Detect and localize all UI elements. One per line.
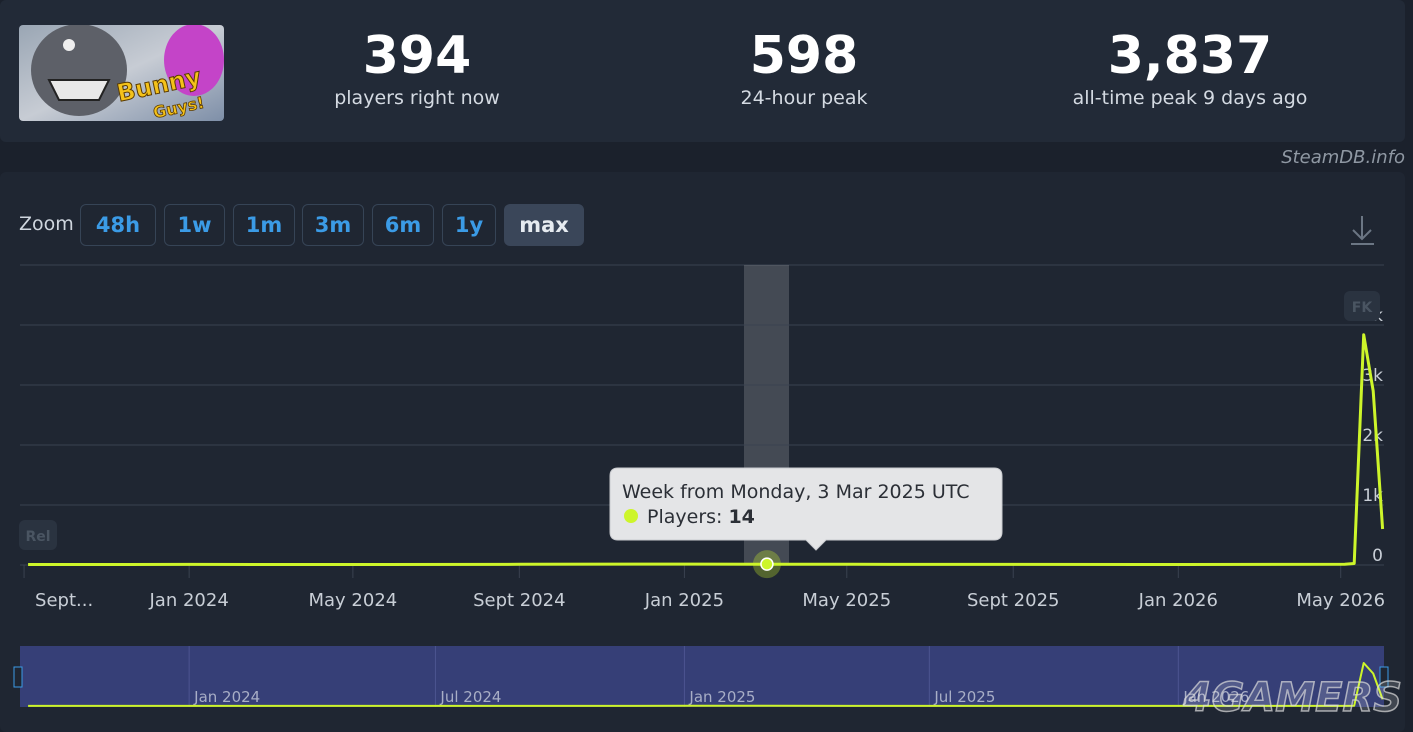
x-tick-label: Sept 2024: [473, 590, 566, 611]
zoom-button[interactable]: 1m: [233, 204, 295, 246]
source: SteamDB.info: [1281, 147, 1405, 168]
tooltip-label: Players:: [647, 506, 722, 528]
navigator-handle: [13, 666, 23, 688]
x-tick-label: May 2024: [309, 590, 398, 611]
y-tick-label: 3k: [1362, 366, 1383, 386]
x-tick-label: Jan 2024: [149, 590, 229, 611]
tooltip-title: Week from Monday, 3 Mar 2025 UTC: [622, 481, 970, 503]
tooltip-box: [609, 467, 1003, 551]
toolbar-chip: [19, 520, 57, 550]
stat: 394 players right now: [227, 26, 607, 110]
navigator-tick-label: Jan 2026: [1182, 688, 1249, 706]
stat-value: 394: [362, 26, 472, 86]
hover-point: [760, 557, 774, 571]
zoom-button[interactable]: 3m: [302, 204, 364, 246]
toolbar-chip-label: FK: [1352, 300, 1374, 316]
stat-value: 3,837: [1107, 26, 1273, 86]
toolbar-chip-label: Rel: [25, 529, 50, 545]
stat: 598 24-hour peak: [614, 26, 994, 110]
stat-label: players right now: [334, 87, 500, 109]
zoom-button[interactable]: 1w: [164, 204, 225, 246]
navigator-line: [28, 662, 1384, 707]
zoom-button[interactable]: 1y: [442, 204, 496, 246]
tooltip-row: Players: 14: [647, 506, 755, 528]
navigator-tick-label: Jan 2024: [193, 688, 260, 706]
x-tick-label: Jan 2025: [644, 590, 724, 611]
stat-label: 24-hour peak: [740, 87, 868, 109]
x-tick-label: Sept...: [35, 590, 93, 611]
download-icon: [1351, 216, 1374, 245]
navigator-tick-label: Jul 2024: [439, 688, 501, 706]
navigator-tick-label: Jul 2025: [933, 688, 995, 706]
y-tick-label: 1k: [1362, 486, 1383, 506]
y-tick-label: 0: [1372, 546, 1383, 566]
zoom-button[interactable]: 6m: [372, 204, 434, 246]
stat: 3,837 all-time peak 9 days ago: [1000, 26, 1380, 110]
zoom-button[interactable]: 48h: [80, 204, 156, 246]
stat-label: all-time peak 9 days ago: [1072, 87, 1308, 109]
navigator: [20, 646, 1384, 707]
game-art: Bunny Guys!: [19, 25, 224, 121]
tooltip-value: 14: [728, 506, 754, 528]
x-tick-label: May 2025: [802, 590, 891, 611]
navigator-tick-label: Jan 2025: [688, 688, 755, 706]
stat-value: 598: [749, 26, 859, 86]
x-tick-label: Jan 2026: [1138, 590, 1218, 611]
y-tick-label: 2k: [1362, 426, 1383, 446]
x-tick-label: May 2026: [1296, 590, 1385, 611]
series-line: [28, 333, 1385, 566]
navigator-handle: [1379, 666, 1389, 688]
zoom-button[interactable]: max: [504, 204, 584, 246]
toolbar-chip: [1344, 291, 1380, 321]
zoom-label: Zoom: [19, 213, 74, 235]
tooltip-swatch: [624, 509, 638, 523]
watermark: 4GAMERS: [1183, 675, 1402, 721]
x-tick-label: Sept 2025: [967, 590, 1060, 611]
game-image: Bunny Guys!: [19, 25, 224, 121]
stats-panel: Bunny Guys! 394 players right now 598 24-h…: [0, 0, 1405, 142]
